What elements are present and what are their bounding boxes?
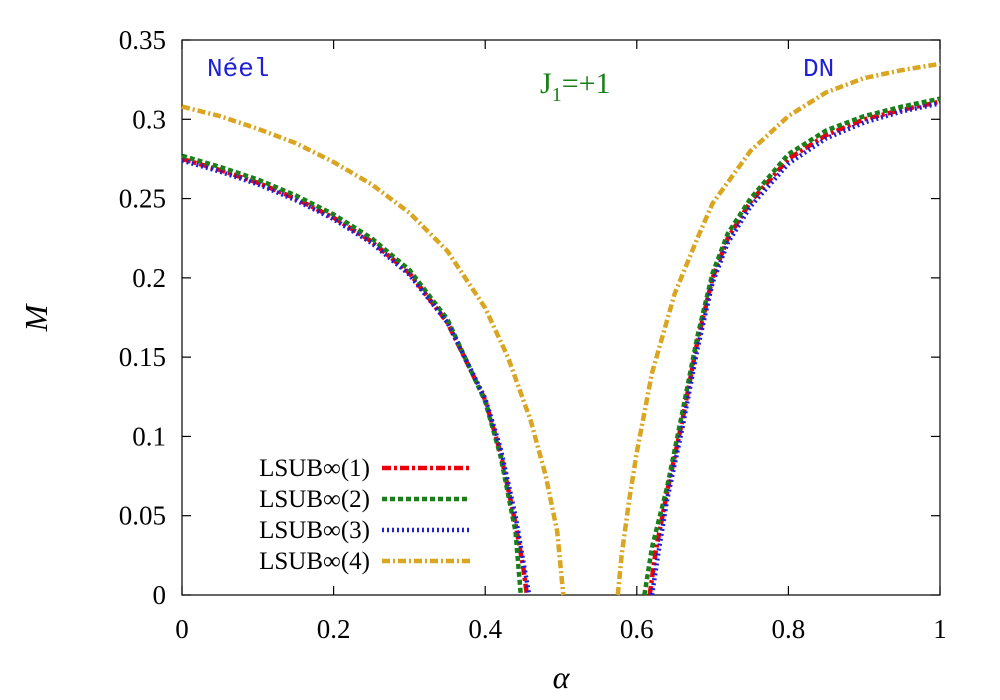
x-tick-label: 0.8 (772, 614, 806, 644)
axis-ticks (181, 39, 941, 596)
series-3 (181, 101, 941, 596)
x-tick-label: 1 (933, 614, 947, 644)
y-tick-label: 0.25 (119, 184, 166, 214)
y-tick-label: 0 (153, 580, 167, 610)
legend-label: LSUB∞(1) (259, 455, 370, 482)
series-4-line-segment-1 (181, 104, 566, 596)
legend-label: LSUB∞(2) (259, 486, 370, 513)
annotation-j1: J1=+1 (540, 67, 611, 106)
plot-frame (181, 39, 941, 596)
x-tick-label: 0 (175, 614, 189, 644)
y-tick-label: 0.3 (132, 104, 166, 134)
annotation-j-value: =+1 (562, 67, 611, 100)
series-4-line-segment-2 (615, 61, 941, 596)
y-tick-label: 0.2 (132, 263, 166, 293)
x-tick-label: 0.6 (620, 614, 654, 644)
y-tick-label: 0.1 (132, 421, 166, 451)
x-tick-label: 0.2 (317, 614, 351, 644)
legend: LSUB∞(1) LSUB∞(2) LSUB∞(3) LSUB∞(4) (259, 455, 470, 575)
series-4 (181, 61, 941, 596)
series-2 (181, 96, 941, 596)
legend-item: LSUB∞(4) (259, 548, 470, 575)
series-2-line-segment-1 (181, 153, 524, 596)
legend-item: LSUB∞(2) (259, 486, 470, 513)
series-3-line-segment-2 (649, 101, 941, 596)
y-axis-title: M (18, 302, 54, 332)
y-tick-label: 0.35 (119, 25, 166, 55)
tick-labels: 0 0.2 0.4 0.6 0.8 1 0 0.05 0.1 0.15 0.2 0.25 0.3 0.35 (119, 25, 947, 644)
legend-item: LSUB∞(3) (259, 517, 470, 544)
legend-item: LSUB∞(1) (259, 455, 470, 482)
legend-label: LSUB∞(4) (259, 548, 370, 575)
x-axis-title: α (553, 659, 571, 695)
plot-area (181, 39, 941, 596)
legend-label: LSUB∞(3) (259, 517, 370, 544)
series-lines (181, 61, 941, 596)
annotation-j-subscript: 1 (552, 84, 562, 106)
annotation-neel: Néel (207, 54, 269, 84)
y-tick-label: 0.15 (119, 342, 166, 372)
x-tick-label: 0.4 (468, 614, 502, 644)
y-tick-label: 0.05 (119, 501, 166, 531)
annotation-j-main: J (540, 67, 552, 100)
series-2-line-segment-2 (642, 96, 941, 596)
annotation-dn: DN (803, 54, 834, 84)
